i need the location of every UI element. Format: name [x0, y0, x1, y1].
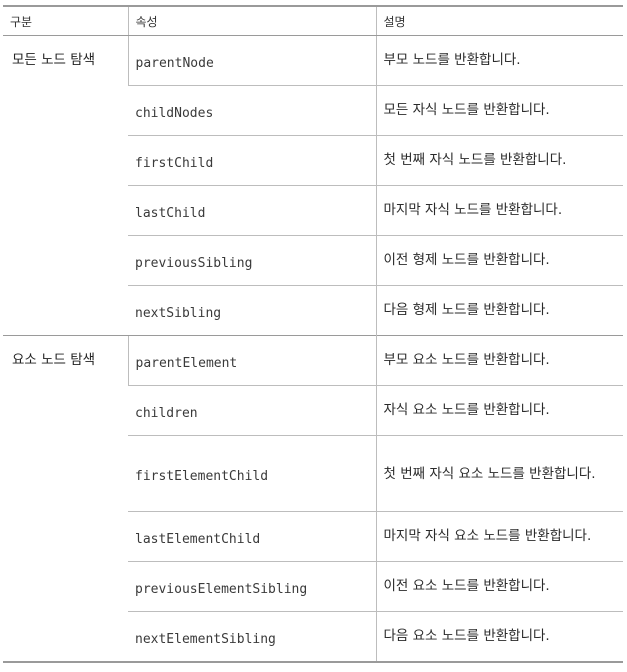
description-cell: 다음 요소 노드를 반환합니다. — [375, 611, 623, 662]
table-row: 모든 노드 탐색 parentNode 부모 노드를 반환합니다. — [3, 35, 623, 336]
table-row: previousElementSibling 이전 요소 노드를 반환합니다. — [3, 561, 623, 612]
table-row: lastChild 마지막 자식 노드를 반환합니다. — [3, 185, 623, 236]
description-cell: 부모 요소 노드를 반환합니다. — [375, 335, 623, 386]
property-cell: previousElementSibling — [128, 561, 376, 612]
description-cell: 이전 요소 노드를 반환합니다. — [375, 561, 623, 612]
table-row: nextElementSibling 다음 요소 노드를 반환합니다. — [3, 611, 623, 662]
dom-navigation-table: 구분 속성 설명 모든 노드 탐색 parentNode 부모 노드를 반환합니… — [3, 5, 623, 663]
description-cell: 다음 형제 노드를 반환합니다. — [375, 285, 623, 336]
property-cell: nextSibling — [128, 285, 376, 336]
description-cell: 첫 번째 자식 요소 노드를 반환합니다. — [375, 435, 623, 512]
description-cell: 마지막 자식 요소 노드를 반환합니다. — [375, 511, 623, 562]
table-row: previousSibling 이전 형제 노드를 반환합니다. — [3, 235, 623, 286]
table-row: firstElementChild 첫 번째 자식 요소 노드를 반환합니다. — [3, 435, 623, 512]
table-header-row: 구분 속성 설명 — [3, 6, 623, 36]
table-row: firstChild 첫 번째 자식 노드를 반환합니다. — [3, 135, 623, 186]
property-cell: firstElementChild — [128, 435, 376, 512]
property-cell: firstChild — [128, 135, 376, 186]
description-cell: 이전 형제 노드를 반환합니다. — [375, 235, 623, 286]
property-cell: lastChild — [128, 185, 376, 236]
property-cell: previousSibling — [128, 235, 376, 286]
property-cell: children — [128, 385, 376, 436]
table-row: childNodes 모든 자식 노드를 반환합니다. — [3, 85, 623, 136]
table-row: nextSibling 다음 형제 노드를 반환합니다. — [3, 285, 623, 336]
description-cell: 부모 노드를 반환합니다. — [375, 35, 623, 86]
group-label-all-nodes: 모든 노드 탐색 — [3, 35, 128, 336]
property-cell: parentNode — [127, 35, 376, 86]
header-category: 구분 — [3, 6, 128, 36]
description-cell: 첫 번째 자식 노드를 반환합니다. — [375, 135, 623, 186]
table-row: 요소 노드 탐색 parentElement 부모 요소 노드를 반환합니다. — [3, 335, 623, 662]
description-cell: 자식 요소 노드를 반환합니다. — [375, 385, 623, 436]
property-cell: lastElementChild — [128, 511, 376, 562]
description-cell: 모든 자식 노드를 반환합니다. — [375, 85, 623, 136]
property-cell: nextElementSibling — [128, 611, 376, 662]
property-cell: childNodes — [128, 85, 376, 136]
table-row: lastElementChild 마지막 자식 요소 노드를 반환합니다. — [3, 511, 623, 562]
header-property: 속성 — [127, 6, 376, 36]
description-cell: 마지막 자식 노드를 반환합니다. — [375, 185, 623, 236]
header-description: 설명 — [375, 6, 623, 36]
table-row: children 자식 요소 노드를 반환합니다. — [3, 385, 623, 436]
property-cell: parentElement — [127, 335, 376, 386]
group-label-element-nodes: 요소 노드 탐색 — [3, 335, 128, 662]
